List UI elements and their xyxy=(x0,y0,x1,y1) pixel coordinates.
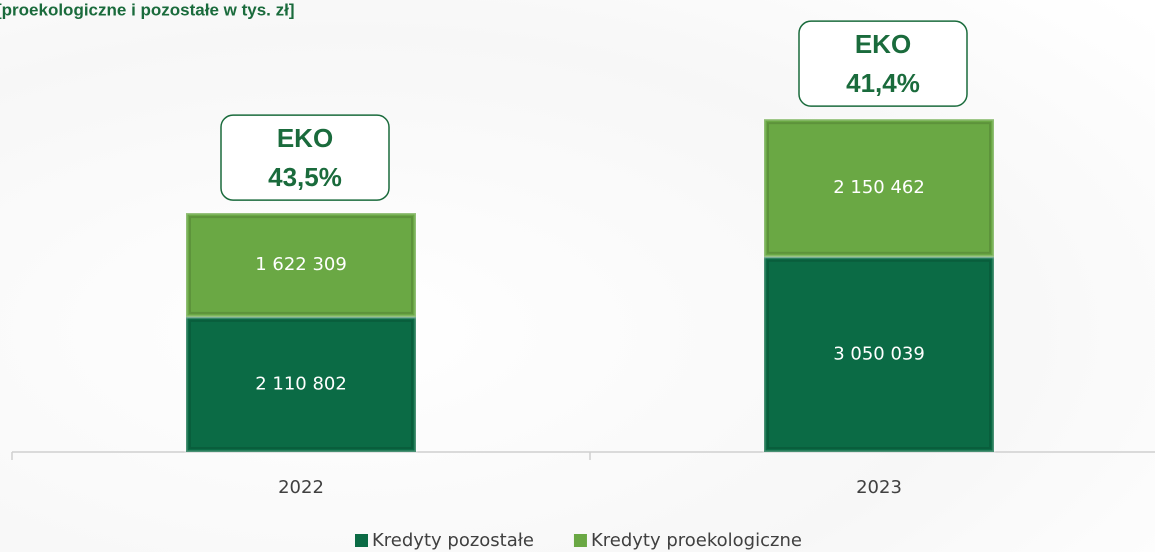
legend-label: Kredyty pozostałe xyxy=(372,530,534,551)
bar-segment xyxy=(762,117,996,259)
value-label: 3 050 039 xyxy=(833,343,925,364)
bar-bevel xyxy=(767,122,991,254)
bar-segment xyxy=(762,255,996,454)
annotation-box xyxy=(220,114,390,201)
annotation-box xyxy=(798,20,968,107)
legend-label: Kredyty proekologiczne xyxy=(591,530,802,551)
chart-title: [proekologiczne i pozostałe w tys. zł] xyxy=(0,0,295,19)
value-label: 1 622 309 xyxy=(255,254,347,275)
bar-segment xyxy=(184,315,418,454)
annotation-value: 43,5% xyxy=(268,162,342,192)
value-label: 2 150 462 xyxy=(833,177,925,198)
bar-bevel xyxy=(767,259,991,450)
bar-segment xyxy=(184,211,418,319)
legend-swatch xyxy=(573,534,587,547)
legend-swatch xyxy=(355,534,368,547)
x-tick-label: 2022 xyxy=(278,477,324,498)
bar-bevel xyxy=(189,319,413,449)
annotation-label: EKO xyxy=(855,29,911,59)
x-tick-label: 2023 xyxy=(856,477,902,498)
annotation-label: EKO xyxy=(277,123,333,153)
annotation-value: 41,4% xyxy=(846,68,920,98)
legend: Kredyty pozostałe Kredyty proekologiczne xyxy=(355,530,802,551)
bar-bevel xyxy=(189,216,413,314)
value-label: 2 110 802 xyxy=(255,373,347,394)
